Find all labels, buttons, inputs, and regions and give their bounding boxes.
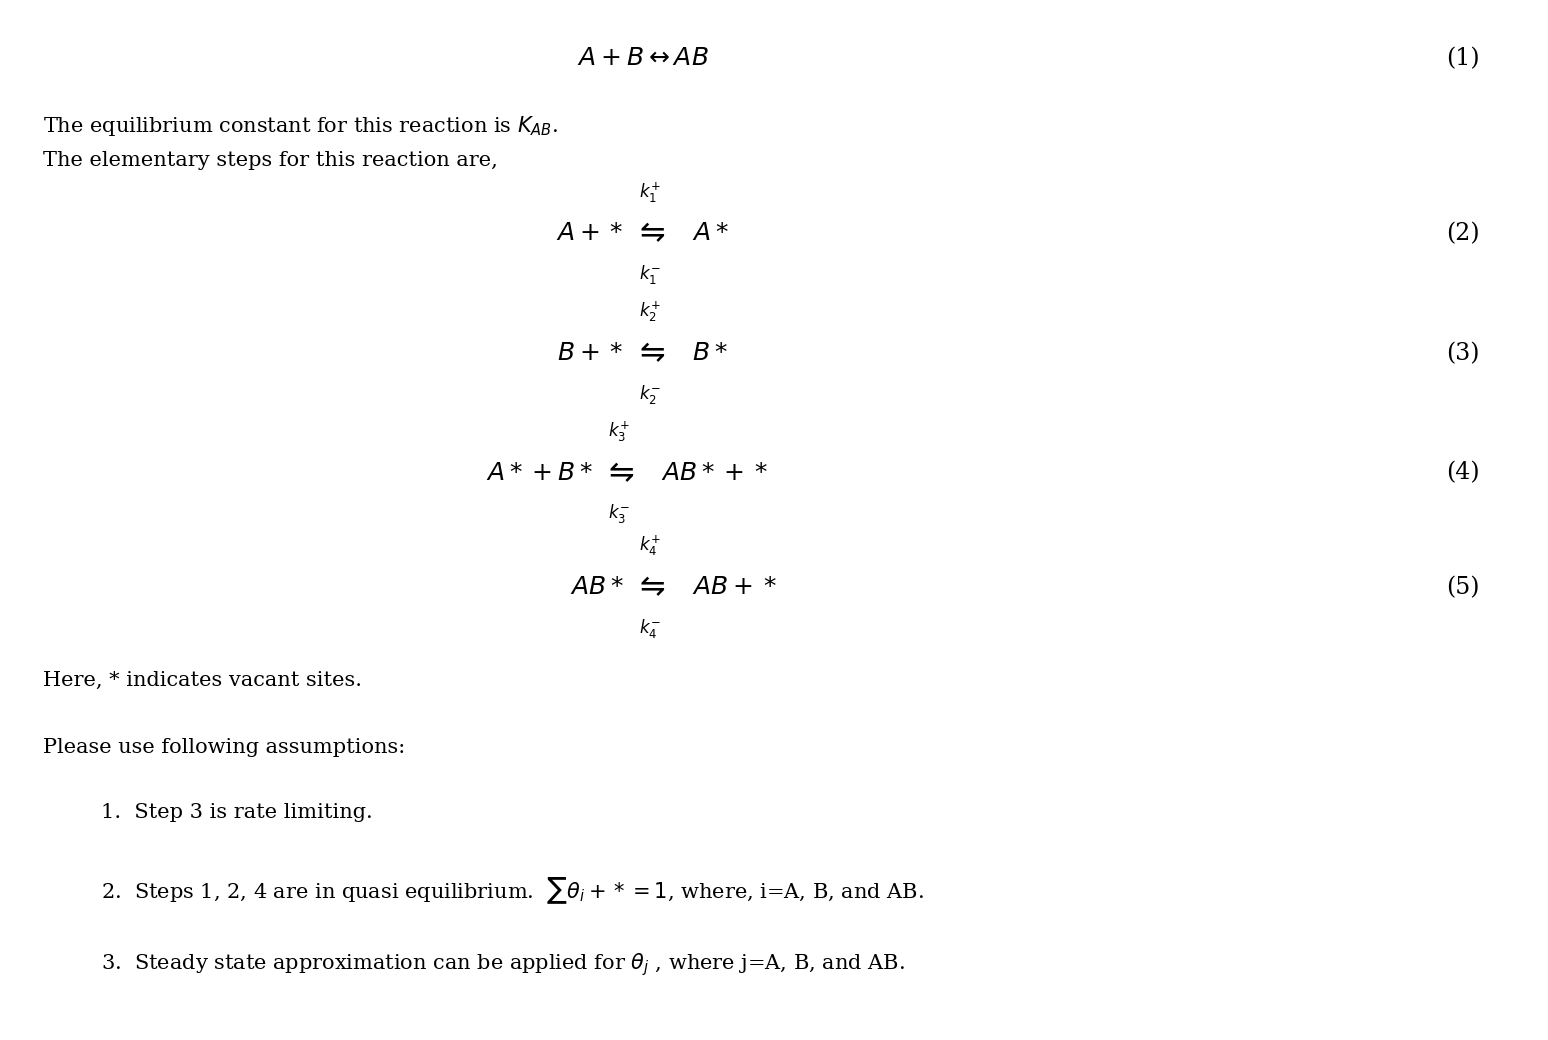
Text: $\leftrightharpoons$: $\leftrightharpoons$ [604,458,635,489]
Text: $A * + B* $: $A * + B* $ [486,462,593,485]
Text: 2.  Steps 1, 2, 4 are in quasi equilibrium.  $\sum\theta_i + * = 1$, where, i=A,: 2. Steps 1, 2, 4 are in quasi equilibriu… [101,876,924,907]
Text: $ A*$: $ A*$ [692,223,729,245]
Text: $k_{3}^{+}$: $k_{3}^{+}$ [608,420,630,444]
Text: (2): (2) [1446,223,1480,245]
Text: $A + * $: $A + * $ [556,223,624,245]
Text: $ AB + *$: $ AB + *$ [692,576,777,599]
Text: Here, * indicates vacant sites.: Here, * indicates vacant sites. [43,671,362,690]
Text: (4): (4) [1446,462,1480,485]
Text: $AB* $: $AB* $ [570,576,624,599]
Text: $k_{2}^{+}$: $k_{2}^{+}$ [639,301,661,324]
Text: $\leftrightharpoons$: $\leftrightharpoons$ [635,218,666,250]
Text: The elementary steps for this reaction are,: The elementary steps for this reaction a… [43,151,498,170]
Text: (3): (3) [1446,342,1480,365]
Text: $k_{3}^{-}$: $k_{3}^{-}$ [608,502,630,525]
Text: Please use following assumptions:: Please use following assumptions: [43,738,406,757]
Text: $A + B \leftrightarrow AB$: $A + B \leftrightarrow AB$ [576,47,709,70]
Text: The equilibrium constant for this reaction is $K_{AB}$.: The equilibrium constant for this reacti… [43,114,559,138]
Text: (5): (5) [1446,576,1480,599]
Text: $ B*$: $ B*$ [692,342,728,365]
Text: $k_{1}^{+}$: $k_{1}^{+}$ [639,181,661,205]
Text: $k_{4}^{+}$: $k_{4}^{+}$ [639,535,661,558]
Text: $\leftrightharpoons$: $\leftrightharpoons$ [635,572,666,603]
Text: 3.  Steady state approximation can be applied for $\theta_j$ , where j=A, B, and: 3. Steady state approximation can be app… [101,952,904,979]
Text: (1): (1) [1446,47,1480,70]
Text: $\leftrightharpoons$: $\leftrightharpoons$ [635,338,666,369]
Text: $k_{2}^{-}$: $k_{2}^{-}$ [639,383,661,406]
Text: $ AB * + *$: $ AB * + *$ [661,462,768,485]
Text: $k_{4}^{-}$: $k_{4}^{-}$ [639,617,661,640]
Text: 1.  Step 3 is rate limiting.: 1. Step 3 is rate limiting. [101,803,373,822]
Text: $k_{1}^{-}$: $k_{1}^{-}$ [639,263,661,286]
Text: $B + * $: $B + * $ [557,342,624,365]
